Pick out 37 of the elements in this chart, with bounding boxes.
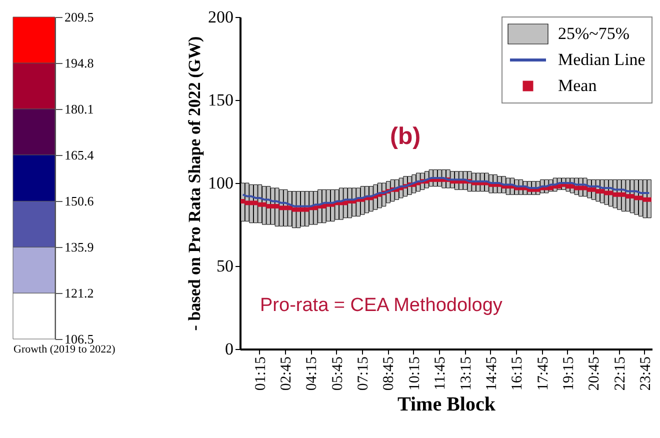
x-axis-title: Growth (2019 to 2022) [14, 344, 116, 356]
legend-label: 25%~75% [558, 24, 630, 43]
y-tick-label: 135.9 [64, 240, 94, 255]
x-axis-title: Time Block [398, 394, 496, 416]
y-tick-label: 200 [208, 8, 234, 26]
annotation: Pro-rata = CEA Methodology [260, 295, 503, 316]
annotation: (b) [390, 123, 421, 150]
y-tick-label: 106.5 [64, 332, 94, 346]
x-tick-label: 16:15 [510, 356, 526, 391]
x-tick-label: 01:15 [252, 356, 269, 391]
legend-label: Median Line [558, 50, 646, 69]
x-tick-label: 11:45 [432, 356, 449, 390]
x-tick-label: 08:45 [381, 356, 398, 391]
x-tick-label: 07:15 [356, 356, 372, 391]
x-tick-label: 19:15 [560, 356, 577, 391]
x-tick-label: 17:45 [535, 356, 552, 391]
y-tick-label: 209.5 [64, 10, 94, 24]
legend-label: Mean [558, 76, 598, 95]
y-tick-label: 194.8 [64, 55, 94, 70]
y-tick-label: 121.2 [64, 286, 94, 301]
y-tick-label: 180.1 [64, 101, 94, 116]
x-tick-label: 22:15 [612, 356, 628, 391]
x-tick-label: 13:15 [458, 356, 474, 391]
y-tick-label: 0 [225, 340, 234, 358]
x-tick-label: 10:15 [406, 356, 423, 391]
y-tick-label: 150.6 [64, 194, 94, 209]
x-tick-label: 02:45 [278, 356, 295, 391]
x-tick-label: 20:45 [586, 356, 603, 391]
x-tick-label: 04:15 [304, 356, 320, 391]
y-tick-label: 50 [216, 256, 234, 276]
x-tick-label: 23:45 [638, 356, 654, 391]
y-tick-label: 100 [208, 174, 234, 192]
x-tick-label: 05:45 [330, 356, 346, 391]
y-tick-label: 165.4 [64, 147, 94, 162]
y-tick-label: 150 [208, 90, 234, 110]
y-axis-title: - based on Pro Rata Shape of 2022 (GW) [185, 36, 204, 331]
x-tick-label: 14:45 [484, 356, 500, 391]
